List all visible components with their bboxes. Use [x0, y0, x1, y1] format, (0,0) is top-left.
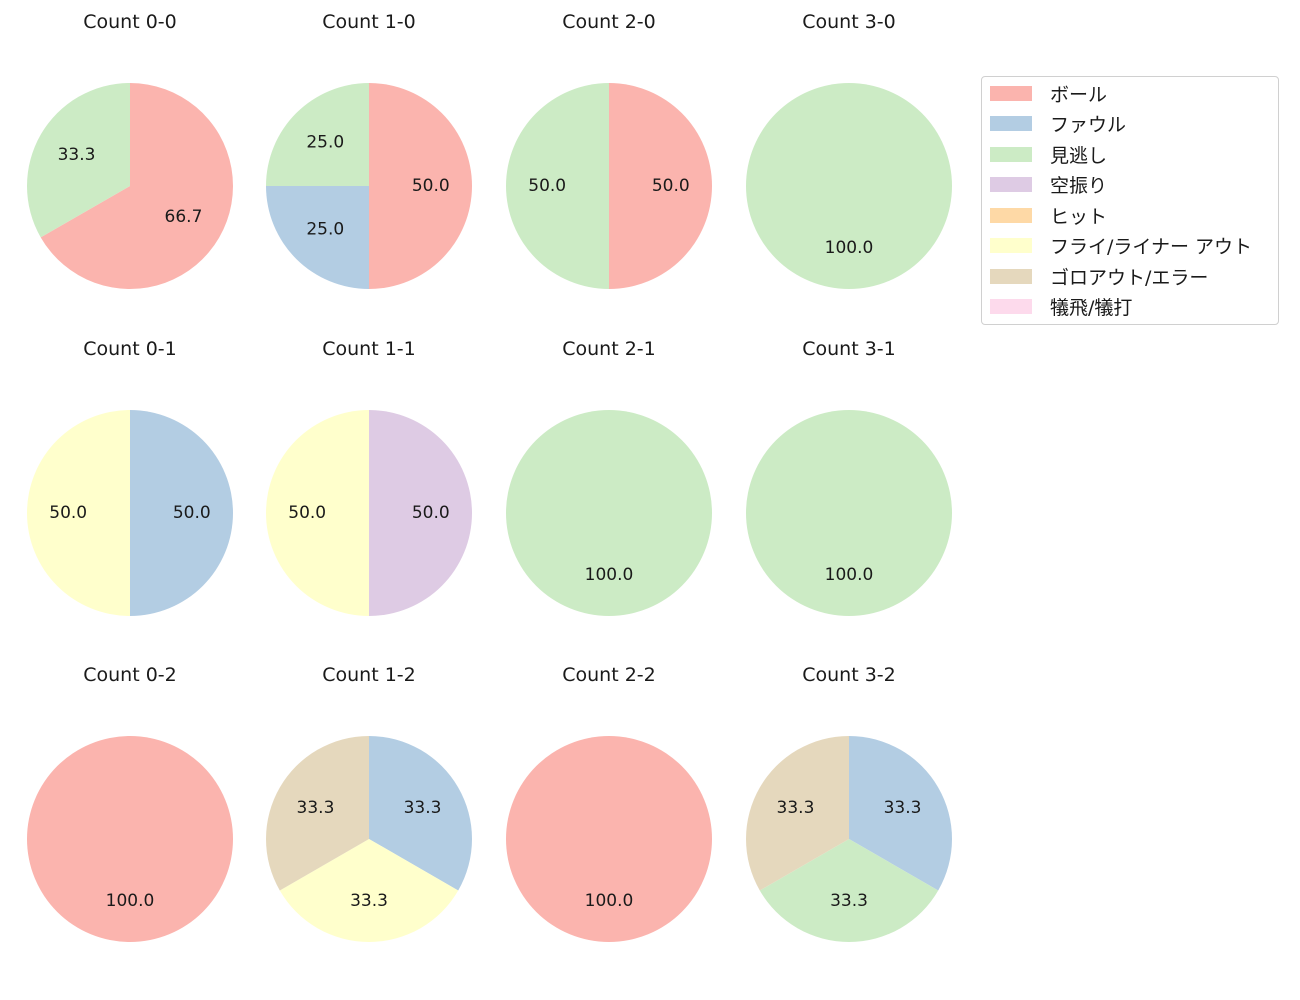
- pie-wedge: [745, 736, 849, 891]
- legend-item-sacrifice: 犠飛/犠打: [990, 292, 1132, 322]
- legend: ボール ファウル 見逃し 空振り ヒット フライ/ライナー アウト ゴロアウト/…: [981, 76, 1279, 325]
- pie-title: Count 3-0: [802, 11, 896, 33]
- pie-value-label: 33.3: [830, 891, 868, 911]
- pie-count-0-1: Count 0-1 50.0 50.0: [27, 338, 233, 616]
- legend-label: 見逃し: [1050, 144, 1108, 167]
- legend-swatch: [990, 299, 1032, 314]
- legend-swatch: [990, 238, 1032, 253]
- pie-wedge: [746, 410, 952, 616]
- pie-wedge: [130, 410, 233, 616]
- legend-label: ヒット: [1050, 205, 1108, 228]
- pie-value-label: 50.0: [412, 503, 450, 523]
- legend-label: 空振り: [1050, 175, 1108, 197]
- pie-wedge: [40, 83, 234, 289]
- pie-value-label: 50.0: [652, 176, 690, 196]
- pie-value-label: 100.0: [825, 238, 874, 258]
- legend-swatch: [990, 268, 1032, 284]
- pie-value-label: 100.0: [585, 565, 634, 585]
- pie-count-3-2: Count 3-2 33.3 33.3 33.3: [745, 664, 952, 942]
- pie-title: Count 1-1: [322, 338, 416, 360]
- pie-value-label: 100.0: [825, 565, 874, 585]
- pie-count-2-2: Count 2-2 100.0: [506, 664, 712, 942]
- pie-title: Count 0-0: [83, 11, 177, 33]
- pie-wedge: [266, 736, 369, 891]
- pie-wedge: [27, 410, 130, 616]
- pie-value-label: 33.3: [350, 891, 388, 911]
- pie-title: Count 0-1: [83, 338, 177, 360]
- pie-title: Count 2-2: [562, 664, 656, 686]
- legend-item-swinging-strike: 空振り: [990, 170, 1107, 200]
- pie-wedge: [849, 736, 952, 891]
- pie-wedge: [369, 410, 472, 616]
- legend-item-fly-liner-out: フライ/ライナー アウト: [990, 231, 1252, 261]
- pie-wedge: [27, 736, 233, 942]
- pie-value-label: 100.0: [106, 891, 155, 911]
- pie-value-label: 25.0: [306, 132, 344, 152]
- legend-item-ground-out-error: ゴロアウト/エラー: [990, 261, 1208, 291]
- pie-value-label: 50.0: [412, 176, 450, 196]
- legend-item-called-strike: 見逃し: [990, 139, 1107, 169]
- pie-value-label: 25.0: [306, 220, 344, 240]
- legend-swatch: [990, 207, 1032, 223]
- legend-label: ゴロアウト/エラー: [1050, 266, 1209, 289]
- pie-title: Count 3-1: [802, 338, 896, 360]
- pie-title: Count 2-0: [562, 11, 656, 33]
- pie-count-1-2: Count 1-2 33.3 33.3 33.3: [266, 664, 472, 942]
- legend-item-ball: ボール: [990, 78, 1107, 108]
- legend-swatch: [990, 85, 1032, 101]
- pie-count-1-0: Count 1-0 50.0 25.0 25.0: [266, 11, 472, 289]
- pie-value-label: 50.0: [173, 503, 211, 523]
- legend-item-foul: ファウル: [990, 109, 1126, 139]
- pie-value-label: 50.0: [49, 503, 87, 523]
- pie-wedge: [266, 410, 369, 616]
- pie-count-2-1: Count 2-1 100.0: [506, 338, 712, 616]
- legend-label: フライ/ライナー アウト: [1050, 236, 1253, 258]
- legend-label: ボール: [1050, 83, 1108, 106]
- legend-label: 犠飛/犠打: [1050, 297, 1133, 319]
- legend-item-hit: ヒット: [990, 200, 1107, 230]
- legend-label: ファウル: [1050, 114, 1127, 136]
- pie-count-1-1: Count 1-1 50.0 50.0: [266, 338, 472, 616]
- pie-count-3-1: Count 3-1 100.0: [746, 338, 952, 616]
- pie-wedge: [506, 83, 609, 289]
- pie-value-label: 33.3: [777, 798, 815, 818]
- pie-title: Count 3-2: [802, 664, 896, 686]
- pie-wedge: [266, 83, 369, 186]
- pie-count-0-2: Count 0-2 100.0: [27, 664, 233, 942]
- pie-value-label: 33.3: [404, 798, 442, 818]
- pie-wedge: [506, 736, 712, 942]
- pie-value-label: 100.0: [585, 891, 634, 911]
- pie-value-label: 50.0: [528, 176, 566, 196]
- pie-wedge: [266, 186, 369, 289]
- pie-title: Count 0-2: [83, 664, 177, 686]
- pie-wedge: [759, 839, 939, 942]
- pie-value-label: 33.3: [297, 798, 335, 818]
- pie-value-label: 33.3: [58, 145, 96, 165]
- pie-count-2-0: Count 2-0 50.0 50.0: [506, 11, 712, 289]
- pie-wedge: [506, 410, 712, 616]
- pie-count-0-0: Count 0-0 66.7 33.3: [26, 11, 234, 289]
- pie-title: Count 1-2: [322, 664, 416, 686]
- pie-wedge: [746, 83, 952, 289]
- pie-wedge: [26, 83, 130, 238]
- pie-title: Count 2-1: [562, 338, 656, 360]
- pie-value-label: 33.3: [884, 798, 922, 818]
- pie-title: Count 1-0: [322, 11, 416, 33]
- pie-wedge: [369, 83, 472, 289]
- pie-wedge: [609, 83, 712, 289]
- pie-count-3-0: Count 3-0 100.0: [746, 11, 952, 289]
- pie-value-label: 66.7: [165, 207, 203, 227]
- pie-value-label: 50.0: [288, 503, 326, 523]
- legend-swatch: [990, 146, 1032, 162]
- legend-swatch: [990, 177, 1032, 192]
- legend-swatch: [990, 116, 1032, 131]
- pie-wedge: [369, 736, 472, 891]
